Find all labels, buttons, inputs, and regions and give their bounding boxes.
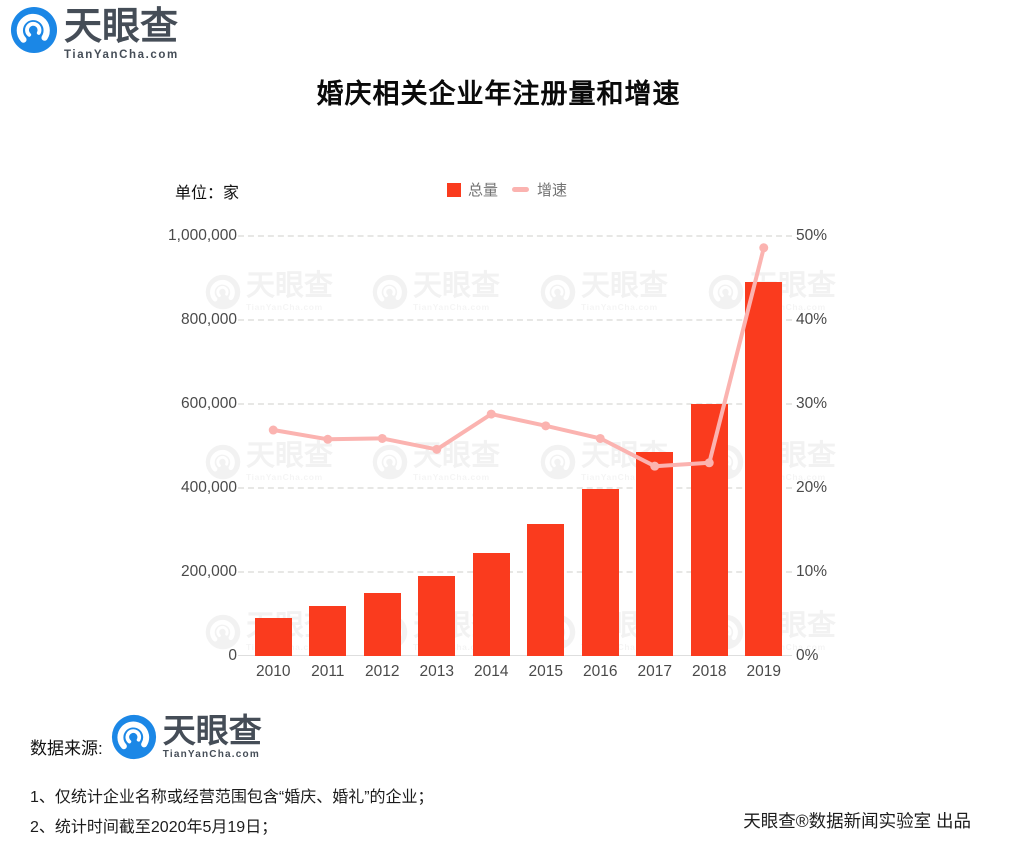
gridline xyxy=(238,487,792,489)
logo-text: 天眼查 xyxy=(64,6,179,48)
legend-line-label: 增速 xyxy=(537,182,568,199)
source-label: 数据来源: xyxy=(30,739,103,758)
unit-label: 单位：家 xyxy=(175,185,240,202)
bar-2016 xyxy=(581,488,619,656)
bar-2017 xyxy=(636,452,674,656)
credit-line: 天眼查®数据新闻实验室 出品 xyxy=(743,811,971,831)
bar-2014 xyxy=(472,553,510,656)
bar-2019 xyxy=(745,282,783,656)
y-axis-label-left: 1,000,000 xyxy=(168,227,237,244)
bar-2015 xyxy=(527,523,565,656)
footnote-2: 2、统计时间截至2020年5月19日； xyxy=(30,818,278,836)
wave-glyph xyxy=(708,274,744,310)
bar-2010 xyxy=(254,618,292,656)
x-axis-label: 2015 xyxy=(528,663,563,680)
wave-glyph xyxy=(205,444,241,480)
legend-bar-swatch xyxy=(447,182,461,197)
wave-glyph xyxy=(111,714,156,760)
gridline xyxy=(238,235,792,237)
footnote-1: 1、仅统计企业名称或经营范围包含“婚庆、婚礼”的企业； xyxy=(30,789,434,806)
source-tianyancha-logo: 天眼查 TianYanCha.com xyxy=(111,714,262,765)
tianyancha-logo: 天眼查 TianYanCha.com xyxy=(10,6,179,61)
x-axis-label: 2012 xyxy=(365,663,400,680)
tianyancha-wave-icon xyxy=(111,714,157,765)
x-axis-label: 2011 xyxy=(311,663,345,680)
wave-glyph xyxy=(540,444,576,480)
line-data-point xyxy=(541,421,551,431)
bar-2011 xyxy=(309,606,347,656)
chart-title: 婚庆相关企业年注册量和增速 xyxy=(316,79,681,109)
y-axis-label-right: 10% xyxy=(796,563,828,580)
x-axis-label: 2019 xyxy=(746,663,781,680)
source-logo-subtext: TianYanCha.com xyxy=(162,749,260,760)
wave-glyph xyxy=(205,614,241,650)
y-axis-label-right: 40% xyxy=(796,311,828,328)
y-axis-label-right: 30% xyxy=(796,395,828,412)
x-axis-label: 2016 xyxy=(583,663,618,680)
line-data-point xyxy=(759,243,769,253)
wave-glyph xyxy=(10,6,58,54)
bar-2012 xyxy=(363,593,401,656)
gridline xyxy=(238,571,792,573)
x-axis-label: 2018 xyxy=(692,663,727,680)
y-axis-label-right: 20% xyxy=(796,479,828,496)
x-axis-label: 2014 xyxy=(474,663,509,680)
legend-line-swatch xyxy=(512,187,530,192)
footnotes: 1、仅统计企业名称或经营范围包含“婚庆、婚礼”的企业； 2、统计时间截至2020… xyxy=(30,783,434,842)
x-axis-label: 2017 xyxy=(637,663,672,680)
wave-glyph xyxy=(540,274,576,310)
wave-glyph xyxy=(372,274,408,310)
source-logo-text: 天眼查 xyxy=(162,712,262,749)
wave-glyph xyxy=(205,274,241,310)
y-axis-label-left: 400,000 xyxy=(180,479,237,496)
line-data-point xyxy=(268,425,278,435)
y-axis-label-left: 800,000 xyxy=(180,311,237,328)
y-axis-label-left: 0 xyxy=(228,647,237,664)
tianyancha-wave-icon xyxy=(10,6,58,59)
bar-2013 xyxy=(418,576,456,656)
data-source-row: 数据来源: 天眼查 TianYanCha.com xyxy=(30,714,262,765)
chart-legend: 总量 增速 xyxy=(447,179,567,200)
y-axis-label-left: 200,000 xyxy=(180,563,237,580)
line-data-point xyxy=(486,409,496,419)
legend-bar-label: 总量 xyxy=(468,182,499,199)
x-axis-label: 2013 xyxy=(419,663,454,680)
x-axis-label: 2010 xyxy=(256,663,291,680)
bar-2018 xyxy=(690,404,728,656)
y-axis-label-right: 0% xyxy=(796,647,819,664)
gridline xyxy=(238,319,792,321)
logo-subtext: TianYanCha.com xyxy=(64,49,179,61)
y-axis-label-left: 600,000 xyxy=(180,395,237,412)
y-axis-label-right: 50% xyxy=(796,227,828,244)
gridline xyxy=(238,655,792,656)
wave-glyph xyxy=(372,444,408,480)
